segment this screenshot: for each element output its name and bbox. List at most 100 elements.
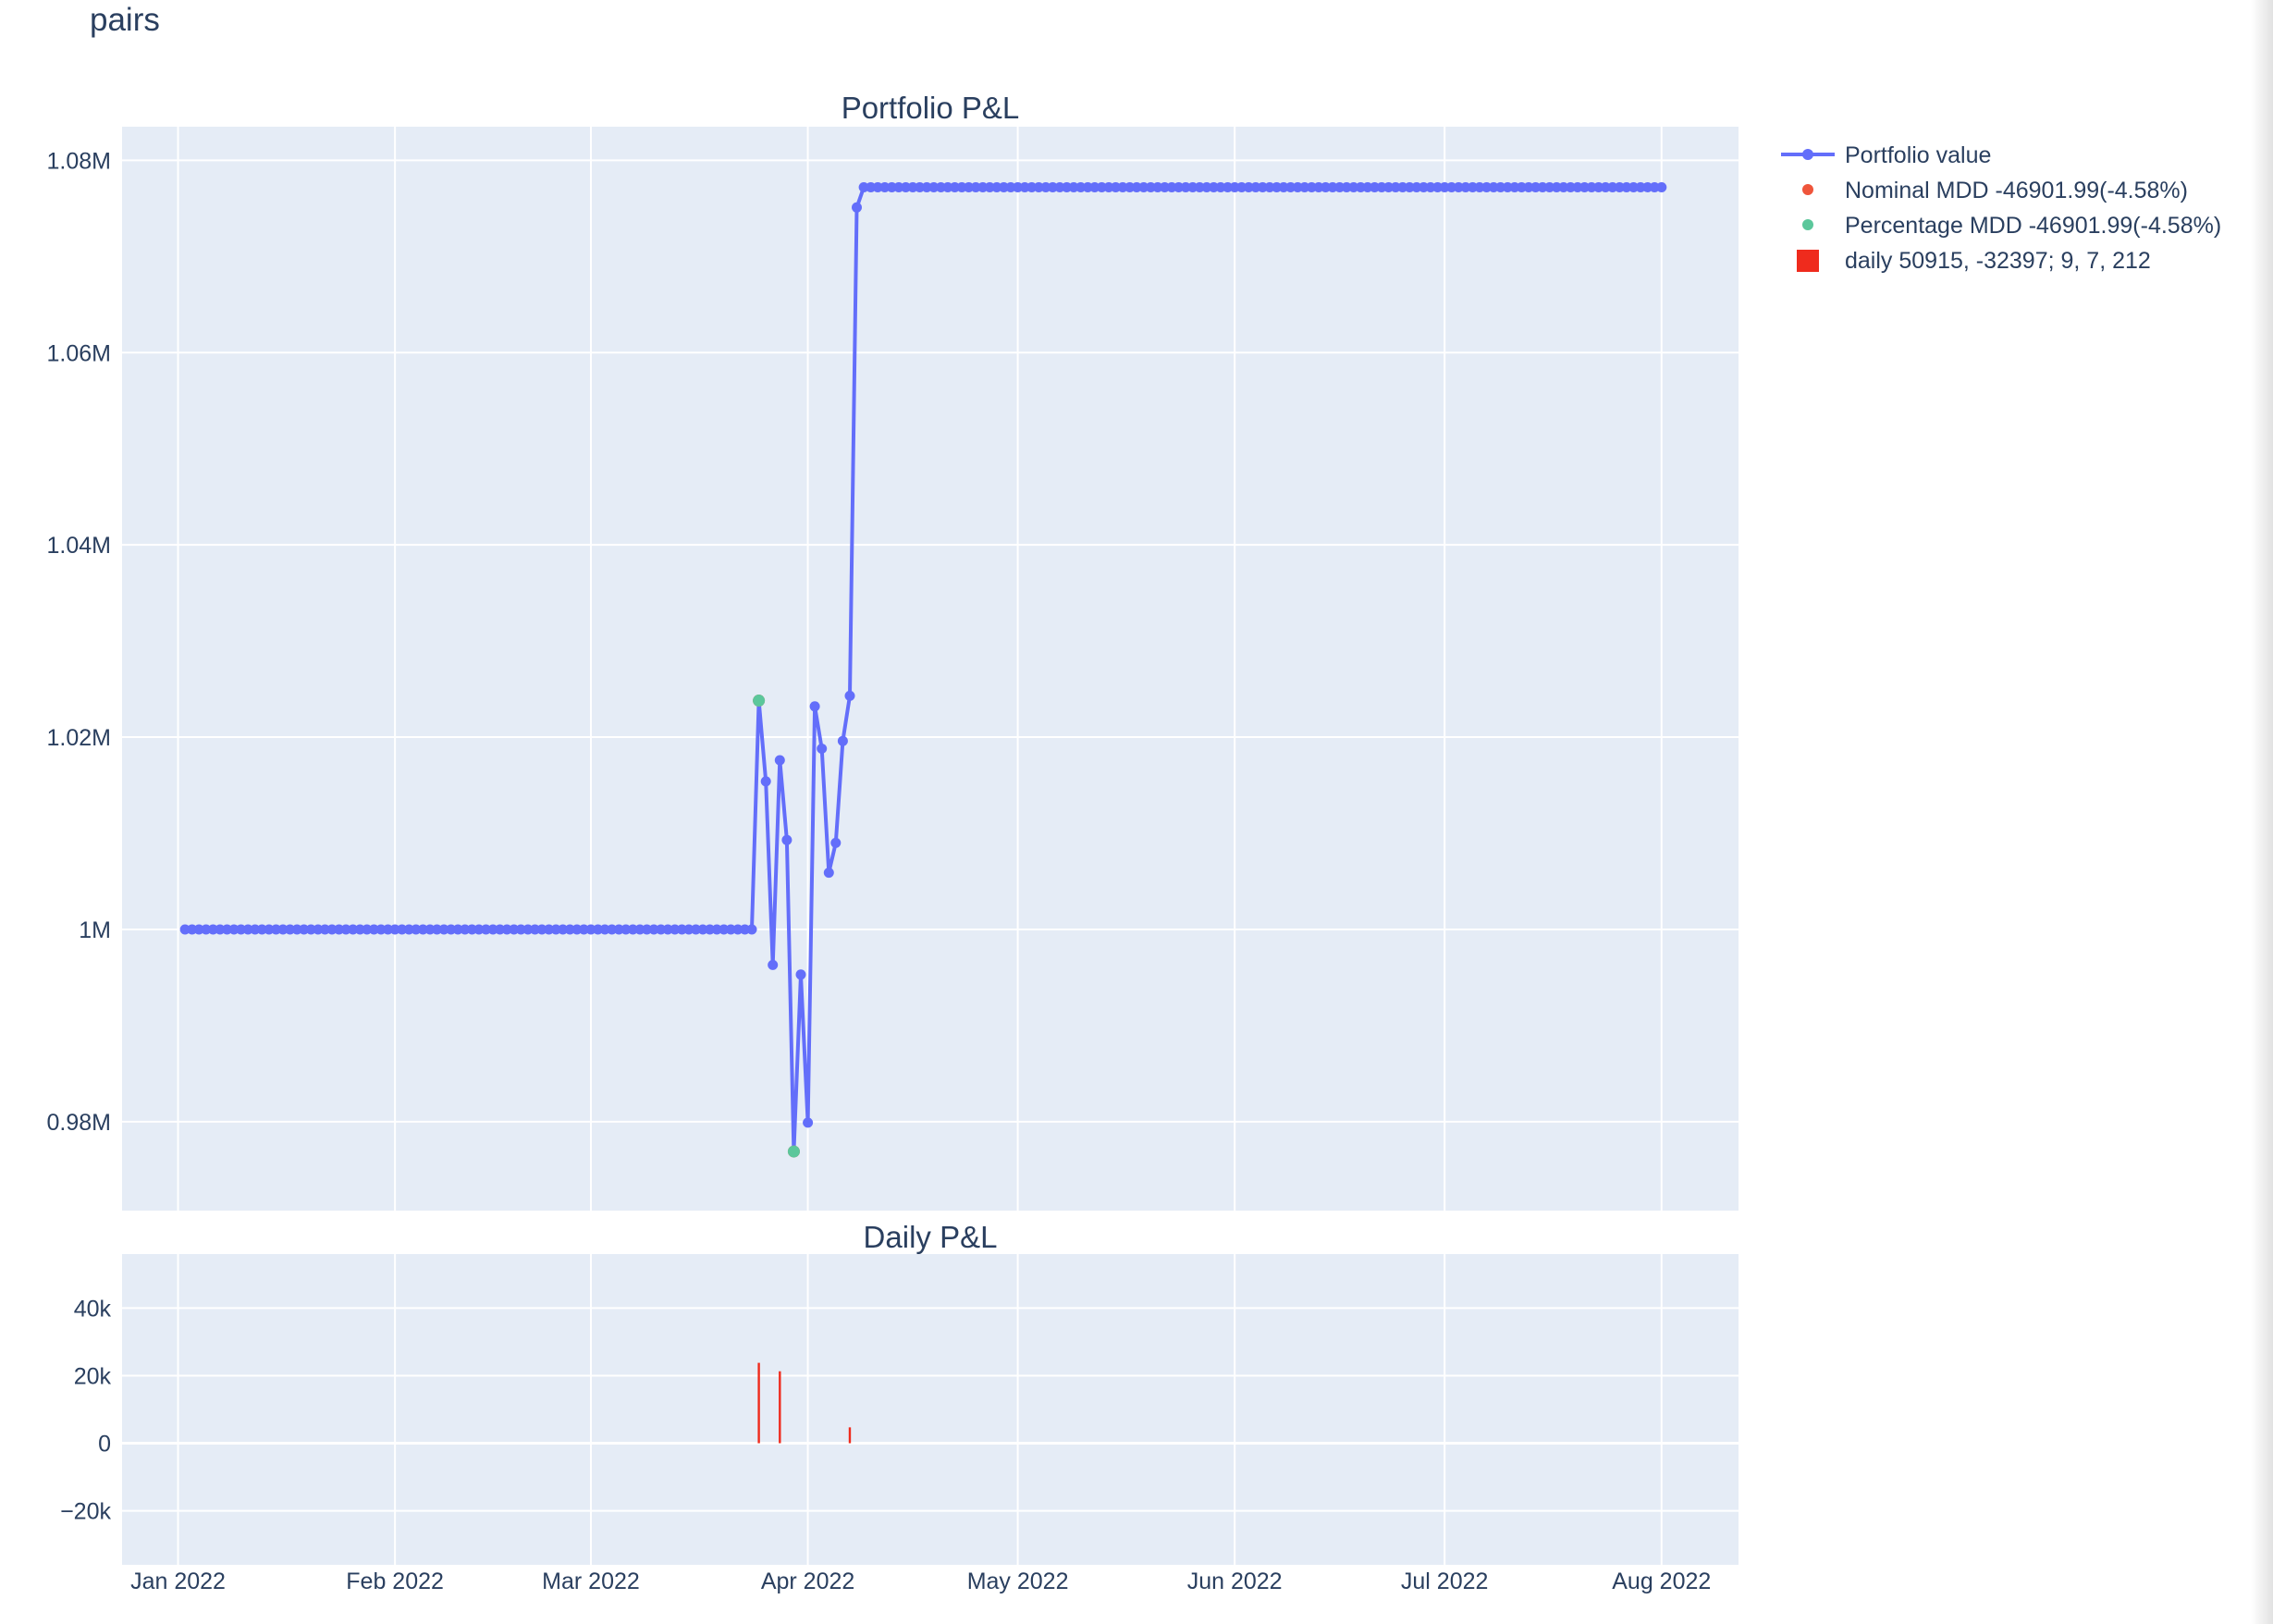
portfolio-value-point — [1383, 182, 1395, 192]
portfolio-value-point — [1656, 182, 1667, 192]
portfolio-value-point — [1278, 182, 1289, 192]
portfolio-value-point — [495, 924, 506, 935]
portfolio-value-point — [921, 182, 932, 192]
portfolio-value-point — [1054, 182, 1065, 192]
portfolio-value-point — [432, 924, 442, 935]
portfolio-value-point — [1600, 182, 1611, 192]
portfolio-value-point — [1425, 182, 1436, 192]
daily-plot-area — [122, 1254, 1739, 1565]
portfolio-value-point — [1152, 182, 1163, 192]
portfolio-value-point — [1131, 182, 1142, 192]
portfolio-value-point — [277, 924, 289, 935]
portfolio-value-point — [1013, 182, 1024, 192]
portfolio-value-point — [473, 924, 485, 935]
portfolio-value-point — [901, 182, 911, 192]
y-tick-label: 1M — [79, 917, 111, 943]
portfolio-value-point — [1096, 182, 1107, 192]
portfolio-value-point — [1558, 182, 1569, 192]
portfolio-value-point — [725, 924, 736, 935]
portfolio-value-point — [242, 924, 253, 935]
portfolio-value-point — [1495, 182, 1506, 192]
portfolio-value-point — [915, 182, 926, 192]
y-tick-label: 1.02M — [47, 725, 111, 751]
portfolio-value-point — [1299, 182, 1310, 192]
portfolio-value-point — [1180, 182, 1191, 192]
x-tick-label: Aug 2022 — [1612, 1569, 1711, 1594]
portfolio-value-point — [544, 924, 555, 935]
portfolio-value-point — [411, 924, 422, 935]
portfolio-value-point — [438, 924, 449, 935]
portfolio-value-point — [1453, 182, 1464, 192]
portfolio-value-point — [1523, 182, 1534, 192]
portfolio-value-point — [691, 924, 701, 935]
portfolio-value-point — [1117, 182, 1128, 192]
portfolio-value-point — [662, 924, 673, 935]
portfolio-value-point — [1005, 182, 1016, 192]
portfolio-value-point — [760, 776, 771, 787]
portfolio-value-point — [536, 924, 547, 935]
portfolio-value-point — [564, 924, 575, 935]
y-tick-label: 40k — [74, 1296, 112, 1322]
portfolio-value-point — [460, 924, 471, 935]
portfolio-value-point — [348, 924, 359, 935]
legend-item-daily[interactable]: daily 50915, -32397; 9, 7, 212 — [1797, 248, 2151, 274]
portfolio-value-point — [1160, 182, 1170, 192]
portfolio-value-point — [950, 182, 960, 192]
portfolio-value-point — [1544, 182, 1555, 192]
portfolio-value-point — [872, 182, 883, 192]
portfolio-value-point — [620, 924, 632, 935]
portfolio-value-point — [1474, 182, 1485, 192]
portfolio-value-point — [1257, 182, 1268, 192]
portfolio-value-point — [823, 867, 834, 879]
portfolio-value-point — [1621, 182, 1632, 192]
portfolio-value-point — [1649, 182, 1660, 192]
portfolio-value-point — [285, 924, 296, 935]
date-x-axis: Jan 2022 Feb 2022 Mar 2022 Apr 2022 May 2022… — [130, 1569, 1711, 1594]
window-edge-shadow — [2251, 0, 2273, 1624]
pnl-plot-area — [122, 127, 1739, 1211]
portfolio-value-point — [1537, 182, 1548, 192]
x-tick-label: Jul 2022 — [1401, 1569, 1489, 1594]
portfolio-value-point — [236, 924, 247, 935]
portfolio-value-point — [1348, 182, 1359, 192]
percentage-mdd-point — [787, 1145, 800, 1158]
portfolio-value-point — [732, 924, 743, 935]
portfolio-value-point — [1264, 182, 1275, 192]
portfolio-value-point — [1089, 182, 1100, 192]
percentage-mdd-point — [753, 695, 766, 707]
portfolio-value-point — [1236, 182, 1247, 192]
portfolio-value-point — [642, 924, 652, 935]
daily-pnl-bar — [779, 1371, 781, 1444]
legend-item-portfolio-value[interactable]: Portfolio value — [1781, 142, 1991, 168]
daily-bars-layer — [757, 1362, 852, 1444]
portfolio-value-point — [1047, 182, 1058, 192]
portfolio-value-point — [1321, 182, 1331, 192]
portfolio-value-point — [1404, 182, 1415, 192]
portfolio-value-point — [1223, 182, 1234, 192]
portfolio-value-point — [1446, 182, 1457, 192]
portfolio-value-point — [585, 924, 596, 935]
portfolio-value-point — [1607, 182, 1618, 192]
portfolio-value-point — [222, 924, 232, 935]
portfolio-value-point — [858, 182, 869, 192]
portfolio-value-point — [1173, 182, 1185, 192]
portfolio-value-point — [599, 924, 610, 935]
daily-chart-title: Daily P&L — [864, 1220, 998, 1254]
portfolio-value-point — [1516, 182, 1527, 192]
daily-pnl-bar — [848, 1427, 852, 1444]
portfolio-value-point — [326, 924, 338, 935]
portfolio-value-point — [397, 924, 408, 935]
portfolio-value-point — [1565, 182, 1576, 192]
pnl-y-axis: 0.98M 1M 1.02M 1.04M 1.06M 1.08M — [47, 148, 111, 1135]
portfolio-value-point — [795, 969, 806, 980]
portfolio-value-point — [201, 924, 212, 935]
portfolio-value-point — [1215, 182, 1226, 192]
legend-item-nominal-mdd[interactable]: Nominal MDD -46901.99(-4.58%) — [1802, 178, 2188, 203]
x-tick-label: Feb 2022 — [346, 1569, 444, 1594]
portfolio-value-point — [1341, 182, 1352, 192]
x-tick-label: Mar 2022 — [542, 1569, 640, 1594]
portfolio-value-point — [1502, 182, 1513, 192]
portfolio-value-point — [607, 924, 618, 935]
legend-item-percentage-mdd[interactable]: Percentage MDD -46901.99(-4.58%) — [1802, 213, 2221, 239]
